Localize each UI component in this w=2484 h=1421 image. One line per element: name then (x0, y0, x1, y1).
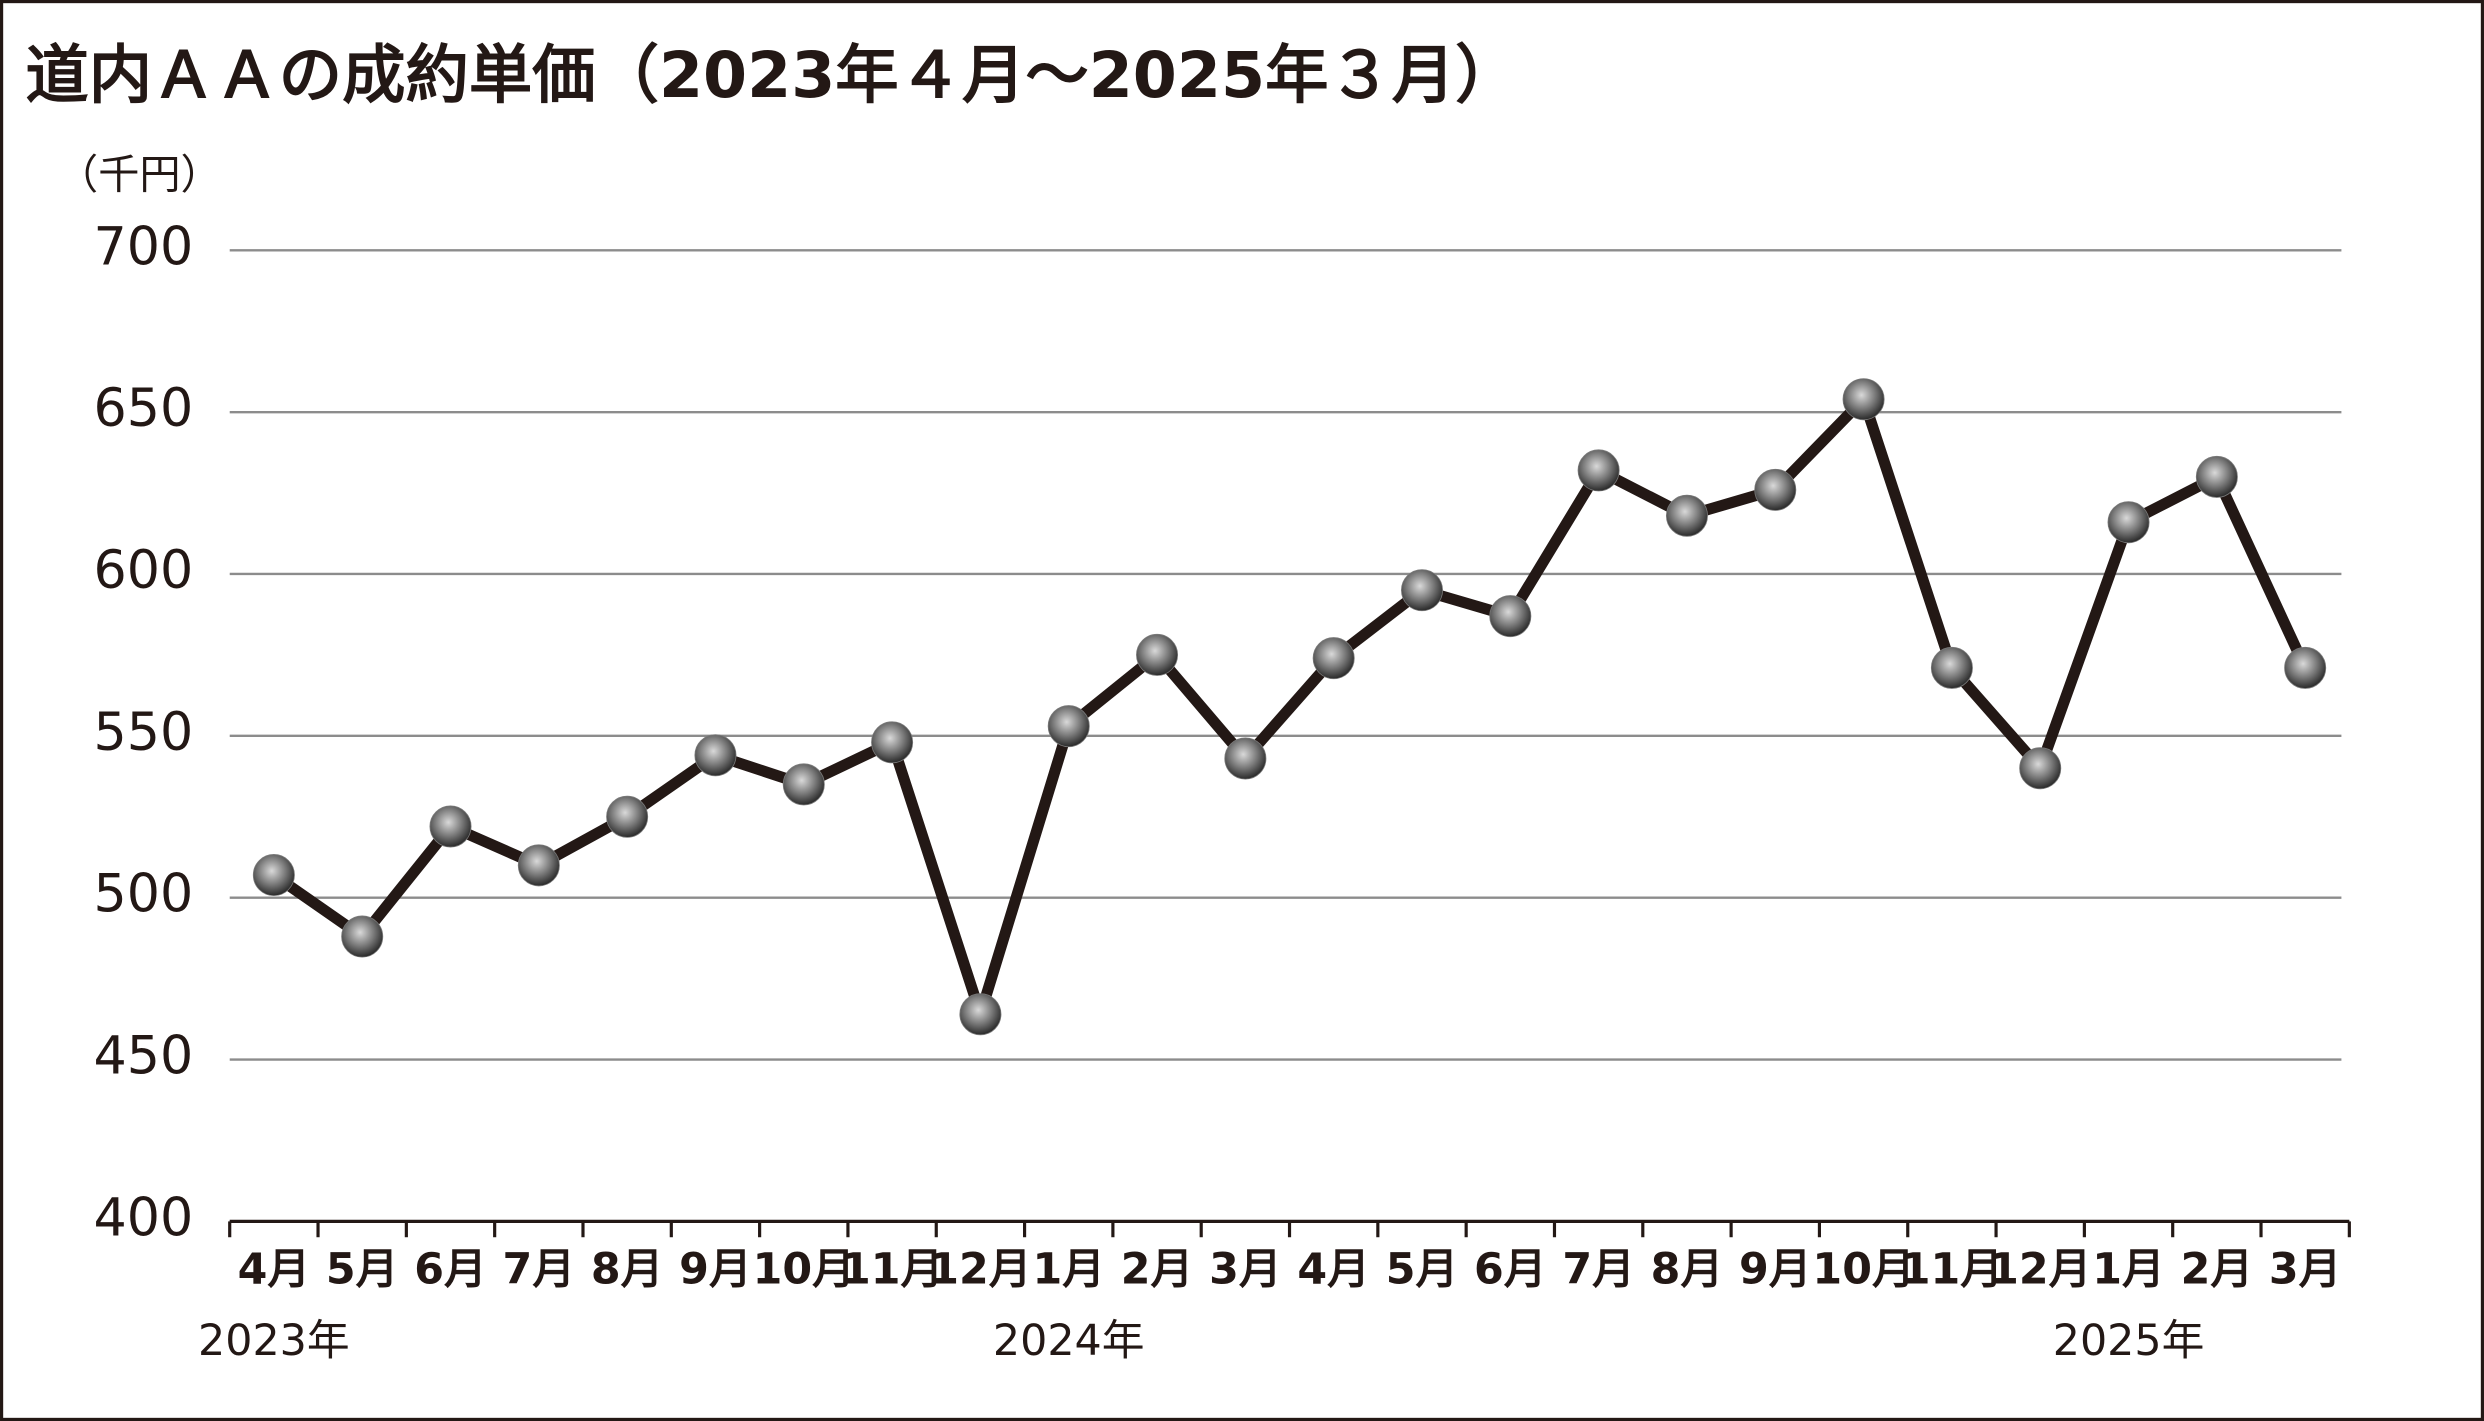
marker (2284, 646, 2327, 689)
marker (959, 993, 1002, 1036)
x-tick-label: 12月 (1989, 1245, 2091, 1295)
x-tick-label: 10月 (1812, 1245, 1914, 1295)
marker (1401, 569, 1443, 612)
marker (606, 795, 649, 838)
marker (1577, 449, 1620, 492)
marker (1754, 468, 1797, 511)
y-tick-label: 650 (94, 378, 194, 439)
marker (1930, 646, 1973, 689)
marker (429, 805, 472, 848)
marker (1665, 494, 1708, 537)
x-tick-label: 4月 (238, 1245, 311, 1295)
y-tick-label: 600 (94, 540, 194, 601)
x-tick-label: 6月 (1474, 1245, 1547, 1295)
marker (1224, 737, 1267, 780)
marker (1489, 595, 1532, 638)
x-tick-label: 9月 (1739, 1245, 1812, 1295)
x-tick-label: 11月 (1901, 1245, 2003, 1295)
y-axis-label: （千円） (57, 150, 222, 198)
marker (2195, 455, 2238, 498)
marker (2019, 747, 2062, 790)
marker (252, 854, 295, 897)
marker (1136, 633, 1179, 676)
marker (782, 763, 825, 806)
year-label: 2023年 (198, 1316, 350, 1366)
x-tick-label: 7月 (1562, 1245, 1635, 1295)
year-label: 2024年 (993, 1316, 1145, 1366)
x-tick-label: 1月 (2092, 1245, 2165, 1295)
y-tick-label: 700 (94, 216, 194, 277)
marker (341, 915, 384, 958)
x-tick-label: 9月 (679, 1245, 752, 1295)
x-tick-label: 10月 (753, 1245, 855, 1295)
y-tick-label: 400 (94, 1187, 194, 1248)
marker (1312, 637, 1355, 680)
x-tick-label: 3月 (2269, 1245, 2342, 1295)
chart-title: 道内ＡＡの成約単価（2023年４月～2025年３月） (25, 38, 1518, 112)
marker (871, 721, 914, 764)
x-tick-label: 2月 (2181, 1245, 2254, 1295)
x-tick-label: 4月 (1297, 1245, 1370, 1295)
marker (1842, 378, 1885, 421)
marker (2107, 501, 2150, 544)
x-tick-label: 11月 (841, 1245, 943, 1295)
marker (694, 734, 737, 777)
y-tick-label: 500 (94, 864, 194, 925)
y-tick-label: 450 (94, 1026, 194, 1087)
y-tick-label: 550 (94, 702, 194, 763)
x-tick-label: 5月 (1386, 1245, 1459, 1295)
x-tick-label: 3月 (1209, 1245, 1282, 1295)
x-tick-label: 5月 (326, 1245, 399, 1295)
marker (1047, 705, 1090, 748)
x-tick-label: 2月 (1121, 1245, 1194, 1295)
x-tick-label: 8月 (1651, 1245, 1724, 1295)
x-tick-label: 12月 (929, 1245, 1031, 1295)
x-tick-label: 1月 (1032, 1245, 1105, 1295)
x-tick-label: 8月 (591, 1245, 664, 1295)
x-tick-label: 6月 (414, 1245, 487, 1295)
year-label: 2025年 (2053, 1316, 2205, 1366)
marker (517, 844, 560, 887)
x-tick-label: 7月 (503, 1245, 576, 1295)
